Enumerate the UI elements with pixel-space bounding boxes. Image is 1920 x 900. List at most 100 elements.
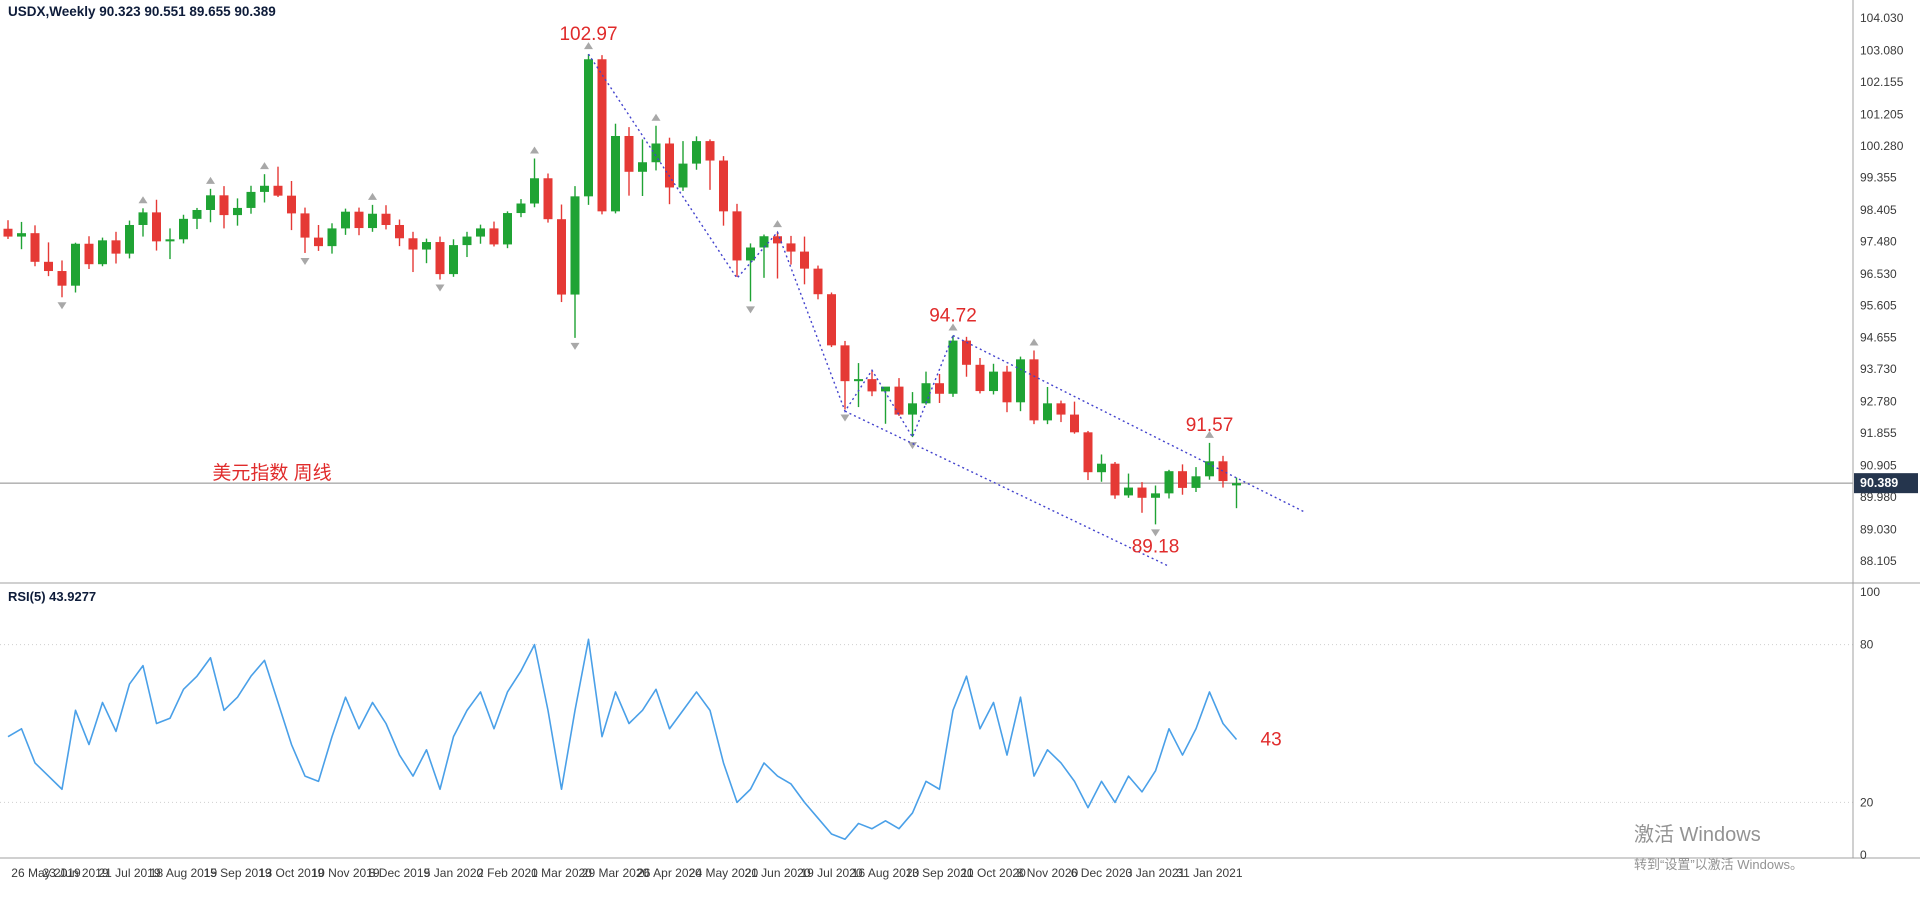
fractal-down-icon [570,342,580,350]
candle-body [57,271,67,286]
price-axis-label: 92.780 [1860,395,1897,409]
candle-body [489,228,499,245]
candle-body [1137,487,1147,498]
date-axis-label: 29 Mar 2020 [582,866,650,880]
candle-body [327,228,337,247]
price-axis-label: 97.480 [1860,234,1897,248]
candle-body [17,233,26,237]
candle-body [1043,403,1052,421]
candle-body [624,135,634,172]
price-annotation[interactable]: 94.72 [929,305,977,326]
fractal-up-icon [206,176,215,184]
fractal-up-icon [948,323,958,331]
candle-body [921,383,931,404]
date-axis-label: 8 Nov 2020 [1017,866,1079,880]
price-panel: 102.97 94.72 91.57 89.18 美元指数 周线 [0,24,1853,567]
candle-body [98,240,107,265]
candle-body [1083,432,1093,473]
price-annotation[interactable]: 89.18 [1132,536,1180,557]
rsi-axis-label: 20 [1860,795,1874,809]
candle-body [989,371,998,392]
candle-body [840,345,850,382]
price-axis-label: 99.355 [1860,170,1897,184]
candle-body [975,364,985,392]
price-axis-label: 104.030 [1860,11,1904,25]
date-axis-label: 31 Jan 2021 [1176,866,1242,880]
candle-body [557,219,566,295]
candle-body [1151,493,1160,498]
candle-body [462,236,472,246]
price-axis-label: 95.605 [1860,298,1897,312]
price-annotation[interactable]: 美元指数 周线 [212,462,331,484]
candle-body [3,228,13,237]
candle-body [138,212,148,225]
candle-body [449,245,458,275]
price-axis-label: 93.730 [1860,362,1897,376]
fractal-up-icon [773,220,782,228]
candle-body [1164,471,1174,494]
date-axis-label: 10 Nov 2019 [311,866,379,880]
candle-body [1178,471,1187,488]
rsi-annotation[interactable]: 43 [1261,729,1282,750]
price-axis-label: 102.155 [1860,75,1904,89]
candle-body [1205,461,1214,477]
date-axis-label: 15 Sep 2019 [203,866,271,880]
candle-body [206,195,215,210]
candle-body [1056,403,1066,415]
price-axis-label: 98.405 [1860,203,1897,217]
candle-body [260,185,269,192]
candle-body [881,386,890,392]
fractal-up-icon [138,196,148,204]
candle-body [813,268,823,295]
date-axis-label: 13 Oct 2019 [259,866,325,880]
candle-body [44,261,53,272]
candle-body [1097,463,1106,473]
candle-body [435,242,445,275]
price-axis-label: 89.980 [1860,490,1897,504]
candle-body [300,213,310,238]
price-axis-label: 89.030 [1860,523,1897,537]
candle-body [597,59,607,212]
candle-body [678,163,688,188]
trendline-channel-lower[interactable] [844,410,1170,567]
date-axis-label: 16 Aug 2020 [852,866,920,880]
fractal-down-icon [435,284,445,292]
price-annotation[interactable]: 91.57 [1186,415,1234,436]
candle-body [516,203,526,214]
candle-body [530,178,539,204]
candle-body [854,379,863,382]
candle-body [611,135,620,212]
candle-body [1218,461,1228,482]
date-axis-label: 21 Jun 2020 [744,866,810,880]
candle-body [692,141,701,164]
fractal-down-icon [840,414,850,422]
fractal-down-icon [300,257,310,265]
trendline-channel-upper[interactable] [952,334,1305,513]
candle-body [422,242,431,250]
candle-body [908,403,917,415]
candle-body [219,195,229,216]
candle-body [719,160,728,212]
candle-body [408,238,418,250]
candle-body [1232,483,1241,486]
price-annotation[interactable]: 102.97 [559,24,617,45]
price-axis-label: 103.080 [1860,43,1904,57]
candle-body [948,340,958,394]
candle-body [746,247,755,261]
axes-layer: 104.030 103.080 102.155 101.205 100.280 99.35… [0,0,1920,880]
candle-body [246,191,256,208]
candle-body [341,211,350,229]
price-axis-label: 101.205 [1860,107,1904,121]
date-axis-label: 18 Aug 2019 [150,866,218,880]
date-axis-label: 5 Jan 2020 [424,866,484,880]
rsi-line [7,638,1238,841]
candle-body [30,233,40,262]
candle-body [381,213,391,225]
date-axis-label: 23 Jun 2019 [42,866,108,880]
price-axis-label: 96.530 [1860,267,1897,281]
price-axis-label: 100.280 [1860,139,1904,153]
candle-body [354,211,364,229]
candle-body [233,207,242,216]
candle-body [192,209,202,219]
